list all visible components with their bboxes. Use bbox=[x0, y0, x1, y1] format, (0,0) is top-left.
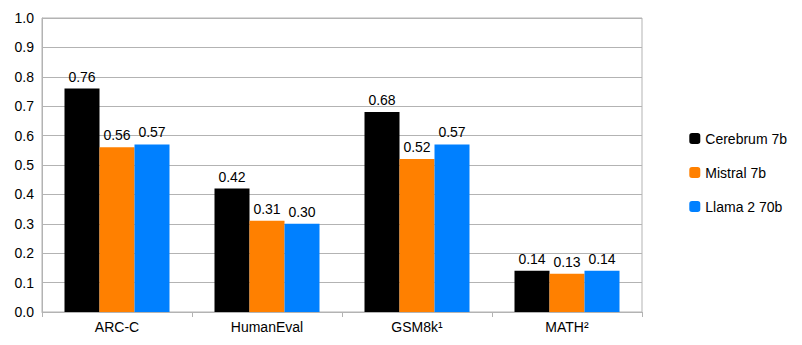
svg-text:0.30: 0.30 bbox=[288, 204, 315, 220]
svg-text:0.31: 0.31 bbox=[253, 201, 280, 217]
svg-text:0.4: 0.4 bbox=[15, 186, 35, 202]
svg-text:0.57: 0.57 bbox=[138, 124, 165, 140]
svg-text:0.8: 0.8 bbox=[15, 69, 35, 85]
svg-text:0.42: 0.42 bbox=[218, 169, 245, 185]
svg-text:0.14: 0.14 bbox=[518, 251, 545, 267]
svg-text:Cerebrum 7b: Cerebrum 7b bbox=[705, 131, 787, 147]
svg-text:0.7: 0.7 bbox=[15, 98, 35, 114]
svg-text:0.13: 0.13 bbox=[553, 254, 580, 270]
svg-text:0.6: 0.6 bbox=[15, 128, 35, 144]
svg-text:0.1: 0.1 bbox=[15, 275, 35, 291]
svg-text:0.14: 0.14 bbox=[588, 251, 615, 267]
svg-text:Mistral 7b: Mistral 7b bbox=[705, 165, 766, 181]
svg-text:MATH²: MATH² bbox=[545, 319, 589, 335]
svg-text:0.76: 0.76 bbox=[68, 69, 95, 85]
svg-text:0.56: 0.56 bbox=[103, 127, 130, 143]
svg-text:0.5: 0.5 bbox=[15, 157, 35, 173]
svg-text:GSM8k¹: GSM8k¹ bbox=[391, 319, 443, 335]
svg-text:0.68: 0.68 bbox=[368, 92, 395, 108]
svg-text:ARC-C: ARC-C bbox=[95, 319, 139, 335]
svg-text:0.9: 0.9 bbox=[15, 39, 35, 55]
svg-text:0.0: 0.0 bbox=[15, 304, 35, 320]
svg-text:Llama 2 70b: Llama 2 70b bbox=[705, 199, 782, 215]
svg-text:HumanEval: HumanEval bbox=[231, 319, 303, 335]
svg-text:0.52: 0.52 bbox=[403, 139, 430, 155]
svg-text:0.57: 0.57 bbox=[438, 124, 465, 140]
svg-text:1.0: 1.0 bbox=[15, 10, 35, 26]
svg-text:0.2: 0.2 bbox=[15, 245, 35, 261]
svg-text:0.3: 0.3 bbox=[15, 216, 35, 232]
